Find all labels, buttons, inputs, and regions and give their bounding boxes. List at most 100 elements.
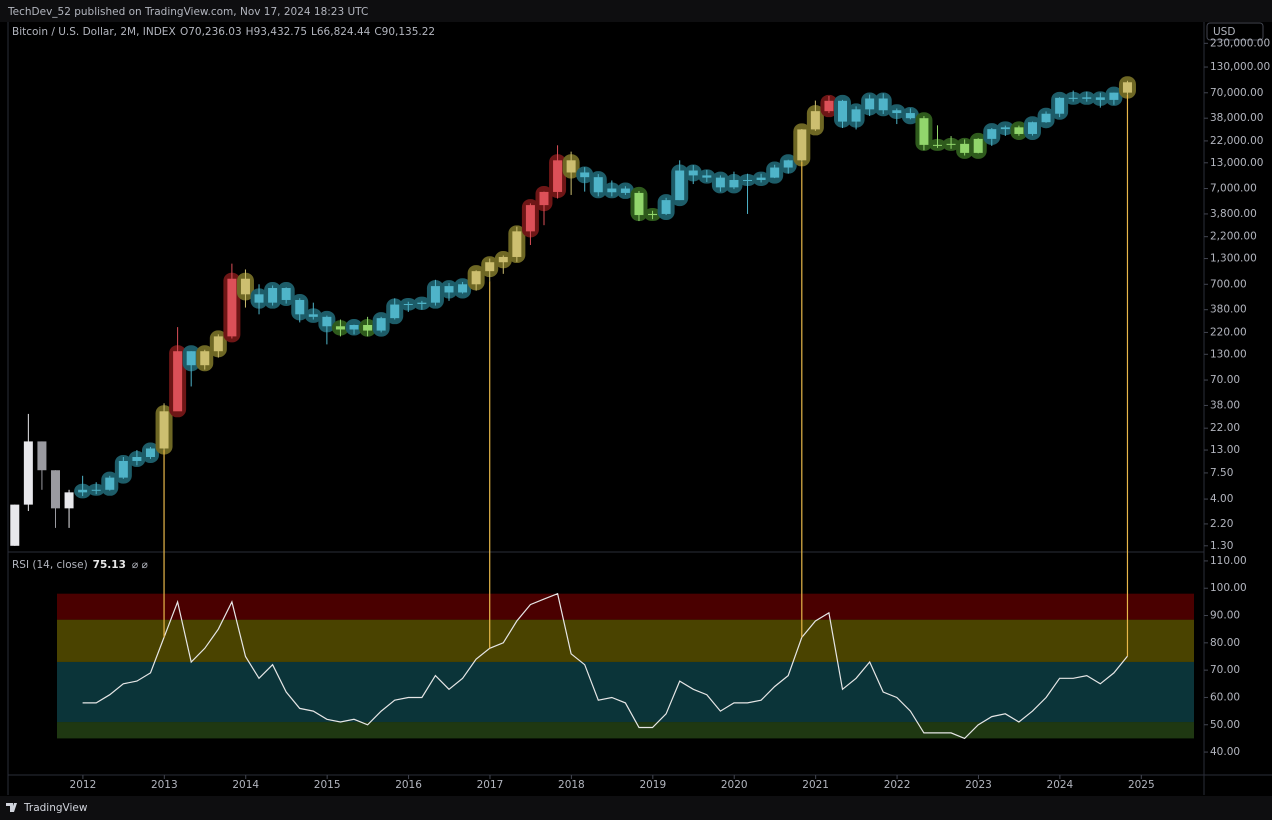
time-tick-label: 2018 bbox=[558, 779, 585, 791]
candle-body bbox=[349, 324, 359, 330]
candle-body bbox=[512, 231, 522, 257]
currency-button[interactable] bbox=[1206, 22, 1264, 41]
price-tick-label: 13.00 bbox=[1210, 444, 1240, 456]
time-tick-label: 2020 bbox=[721, 779, 748, 791]
time-tick-label: 2025 bbox=[1128, 779, 1155, 791]
candle-body bbox=[471, 271, 481, 285]
candle-body bbox=[458, 284, 468, 293]
candle-body bbox=[91, 489, 101, 491]
currency-label: USD bbox=[1213, 26, 1235, 38]
time-tick-label: 2015 bbox=[314, 779, 341, 791]
candle-body bbox=[987, 129, 997, 139]
price-tick-label: 22.00 bbox=[1210, 422, 1240, 434]
candle-body bbox=[661, 200, 671, 214]
plot-layer: 230,000.00 130,000.00 70,000.00 38,000.00 22… bbox=[10, 37, 1270, 791]
symbol: Bitcoin / U.S. Dollar, 2M, INDEX bbox=[12, 26, 175, 38]
candle-body bbox=[37, 441, 47, 471]
candle-body bbox=[525, 205, 535, 232]
price-tick-label: 22,000.00 bbox=[1210, 135, 1263, 147]
rsi-tick-label: 40.00 bbox=[1210, 746, 1240, 758]
candle-body bbox=[145, 448, 155, 457]
candle-body bbox=[295, 299, 305, 315]
candle-body bbox=[10, 504, 20, 546]
candle-body bbox=[64, 492, 74, 509]
candle-body bbox=[838, 100, 848, 122]
candle-body bbox=[756, 177, 766, 180]
candle-body bbox=[417, 302, 427, 304]
candle-body bbox=[851, 109, 861, 122]
rsi-band bbox=[57, 619, 1194, 662]
footer-brand: TradingView bbox=[23, 802, 88, 814]
rsi-tick-label: 50.00 bbox=[1210, 719, 1240, 731]
candle-body bbox=[715, 177, 725, 188]
rsi-tick-label: 100.00 bbox=[1210, 582, 1247, 594]
candle-body bbox=[227, 278, 237, 337]
price-tick-label: 380.00 bbox=[1210, 304, 1247, 316]
time-tick-label: 2022 bbox=[884, 779, 911, 791]
price-tick-label: 130.00 bbox=[1210, 348, 1247, 360]
publisher: TechDev_52 published on TradingView.com,… bbox=[7, 6, 368, 18]
candle-body bbox=[1068, 97, 1078, 99]
candle-body bbox=[634, 192, 644, 216]
candle-body bbox=[240, 278, 250, 295]
candle-body bbox=[1014, 127, 1024, 134]
candle-body bbox=[105, 477, 115, 490]
candle-body bbox=[444, 286, 454, 293]
time-tick-label: 2012 bbox=[70, 779, 97, 791]
candle-body bbox=[23, 441, 33, 505]
rsi-tick-label: 110.00 bbox=[1210, 555, 1247, 567]
time-tick-label: 2016 bbox=[395, 779, 422, 791]
rsi-tick-label: 70.00 bbox=[1210, 664, 1240, 676]
candle-body bbox=[403, 303, 413, 305]
candle-body bbox=[132, 456, 142, 461]
time-tick-label: 2019 bbox=[639, 779, 666, 791]
candle-body bbox=[675, 170, 685, 201]
price-tick-label: 2.20 bbox=[1210, 518, 1233, 530]
price-tick-label: 13,000.00 bbox=[1210, 157, 1263, 169]
candle-body bbox=[1041, 113, 1051, 123]
candle-body bbox=[186, 351, 196, 366]
rsi-value: 75.13 bbox=[93, 559, 126, 571]
candle-body bbox=[783, 160, 793, 168]
candle-body bbox=[1122, 82, 1132, 93]
rsi-line bbox=[82, 592, 1128, 740]
candle-body bbox=[865, 98, 875, 110]
candle-body bbox=[498, 256, 508, 263]
candle-body bbox=[159, 411, 169, 449]
price-tick-label: 1,300.00 bbox=[1210, 253, 1257, 265]
price-tick-label: 70,000.00 bbox=[1210, 87, 1263, 99]
candle-body bbox=[960, 143, 970, 153]
candle-body bbox=[566, 160, 576, 173]
candle-body bbox=[743, 179, 753, 181]
candle-body bbox=[824, 100, 834, 112]
candle-body bbox=[770, 167, 780, 178]
candle-body bbox=[376, 318, 386, 331]
candle-body bbox=[973, 138, 983, 153]
price-tick-label: 4.00 bbox=[1210, 493, 1233, 505]
ohlc-high: H93,432.75 bbox=[246, 26, 307, 38]
candle-body bbox=[593, 177, 603, 193]
candle-body bbox=[1055, 97, 1065, 114]
candle-body bbox=[1095, 97, 1105, 100]
price-tick-label: 130,000.00 bbox=[1210, 61, 1270, 73]
ohlc-low: L66,824.44 bbox=[311, 26, 371, 38]
candle-body bbox=[78, 489, 88, 493]
candle-body bbox=[254, 294, 264, 303]
candle-body bbox=[702, 175, 712, 178]
candle-body bbox=[118, 460, 128, 478]
rsi-tick-label: 90.00 bbox=[1210, 610, 1240, 622]
ohlc-close: C90,135.22 bbox=[374, 26, 435, 38]
candle-body bbox=[729, 179, 739, 188]
candle-body bbox=[335, 326, 345, 330]
candle-body bbox=[1027, 122, 1037, 134]
candle-body bbox=[363, 324, 373, 331]
footer-logo bbox=[6, 803, 17, 812]
footer-bar bbox=[0, 796, 1272, 820]
candle-body bbox=[932, 144, 942, 146]
rsi-tick-label: 60.00 bbox=[1210, 691, 1240, 703]
price-tick-label: 7,000.00 bbox=[1210, 183, 1257, 195]
candle-body bbox=[1082, 97, 1092, 99]
rsi-band bbox=[57, 661, 1194, 723]
